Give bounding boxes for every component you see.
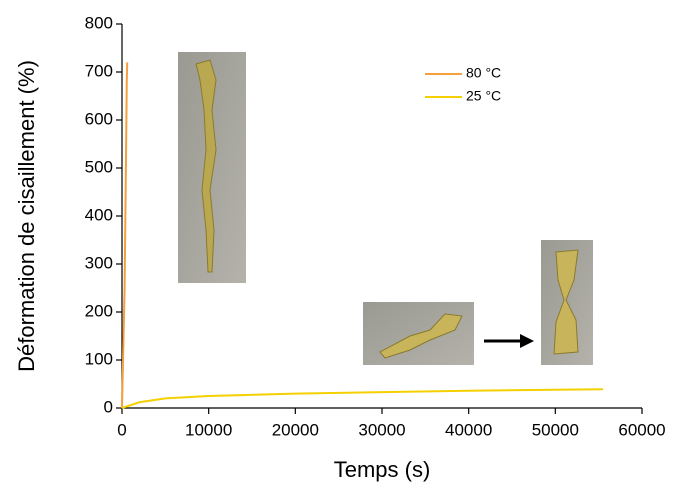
x-tick-label: 60000: [618, 420, 665, 439]
y-tick-label: 300: [85, 253, 113, 272]
y-tick-label: 100: [85, 349, 113, 368]
x-tick-label: 20000: [272, 420, 319, 439]
y-tick-label: 400: [85, 205, 113, 224]
y-tick-label: 800: [85, 13, 113, 32]
x-tick-label: 40000: [445, 420, 492, 439]
arrow: [484, 334, 534, 348]
legend-label: 80 °C: [466, 65, 501, 81]
y-tick-label: 500: [85, 157, 113, 176]
y-tick-label: 600: [85, 109, 113, 128]
legend-label: 25 °C: [466, 88, 501, 104]
y-tick-label: 0: [104, 397, 113, 416]
x-tick-label: 0: [117, 420, 126, 439]
y-tick-label: 700: [85, 61, 113, 80]
series-line: [121, 62, 129, 409]
micrograph-2: [363, 302, 474, 365]
y-axis-title: Déformation de cisaillement (%): [14, 60, 39, 372]
series-line: [121, 388, 604, 409]
x-tick-label: 30000: [358, 420, 405, 439]
micrograph-3: [541, 240, 593, 365]
x-tick-label: 10000: [185, 420, 232, 439]
x-tick-label: 50000: [532, 420, 579, 439]
micrograph-1: [178, 52, 246, 283]
y-tick-label: 200: [85, 301, 113, 320]
x-axis-title: Temps (s): [334, 457, 431, 482]
